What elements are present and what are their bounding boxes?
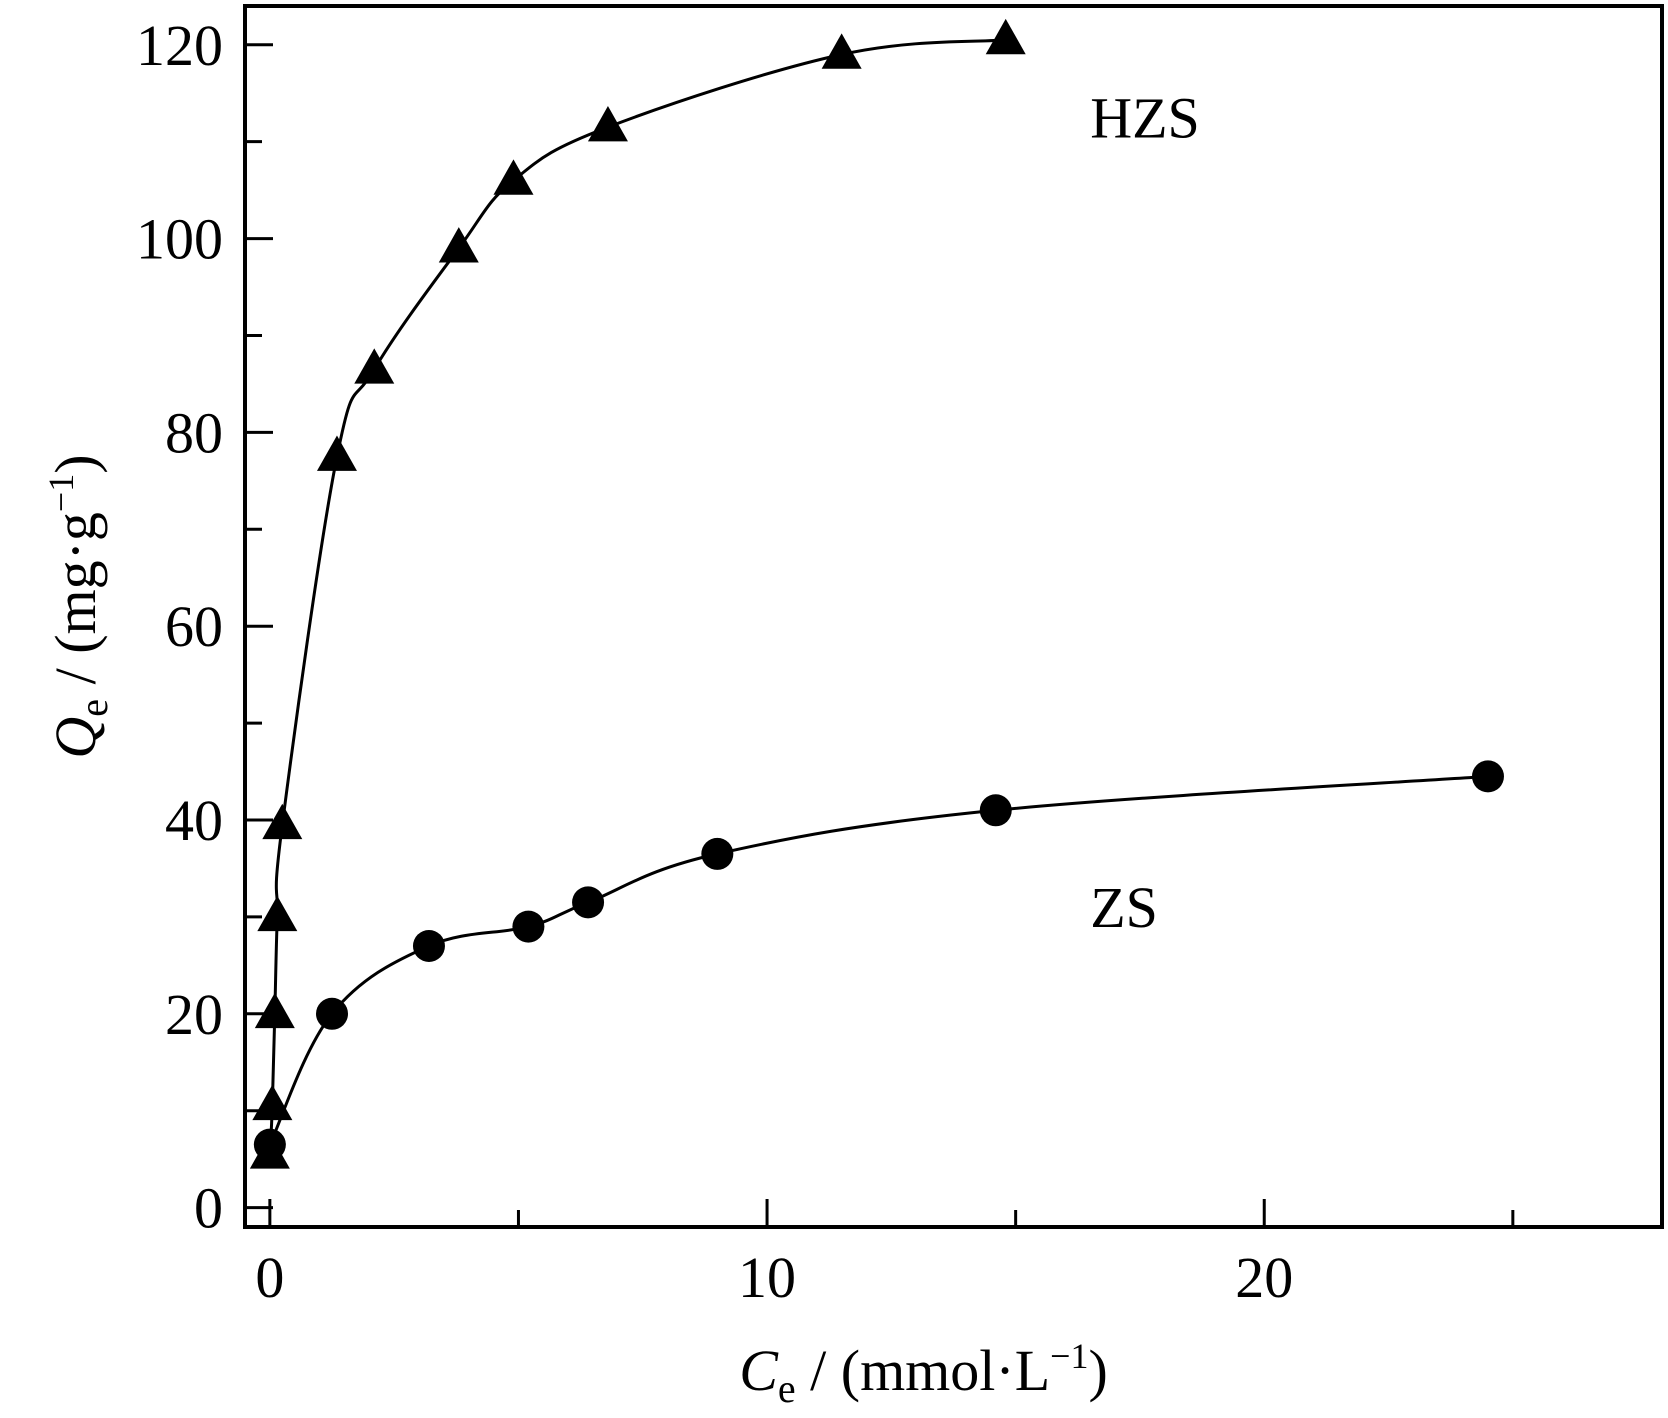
y-tick-label: 100 — [136, 207, 223, 272]
y-tick-label: 60 — [165, 594, 223, 659]
plot-frame — [243, 4, 1664, 1229]
x-axis-title: Ce / (mmol·L−1) — [739, 1336, 1108, 1411]
x-tick-label: 10 — [738, 1245, 796, 1310]
hzs-point — [821, 33, 862, 69]
hzs-point — [252, 1084, 293, 1121]
hzs-point — [257, 895, 298, 932]
y-tick-label: 0 — [194, 1176, 223, 1241]
zs-point — [979, 794, 1012, 827]
y-axis-title: Qe / (mg·g−1) — [41, 454, 116, 758]
hzs-point — [985, 18, 1026, 55]
zs-point — [701, 837, 734, 870]
series-label-zs: ZS — [1090, 875, 1158, 940]
hzs-point — [587, 106, 628, 142]
hzs-point — [493, 159, 534, 195]
y-tick-label: 20 — [165, 982, 223, 1047]
zs-point — [412, 929, 445, 962]
hzs-point — [354, 348, 395, 384]
hzs-point — [254, 992, 295, 1029]
y-tick-label: 40 — [165, 788, 223, 853]
hzs-point — [262, 803, 303, 840]
y-tick-label: 120 — [136, 13, 223, 78]
zs-point — [316, 997, 349, 1030]
zs-point — [1471, 760, 1504, 793]
y-tick-label: 80 — [165, 400, 223, 465]
zs-curve — [268, 774, 1489, 1146]
hzs-curve — [268, 38, 1006, 1155]
zs-point — [572, 886, 605, 919]
series-label-hzs: HZS — [1090, 85, 1200, 150]
zs-point — [253, 1128, 286, 1161]
x-tick-label: 0 — [255, 1245, 284, 1310]
x-tick-label: 20 — [1235, 1245, 1293, 1310]
hzs-point — [316, 435, 357, 471]
hzs-point — [438, 227, 479, 263]
zs-point — [512, 910, 545, 943]
